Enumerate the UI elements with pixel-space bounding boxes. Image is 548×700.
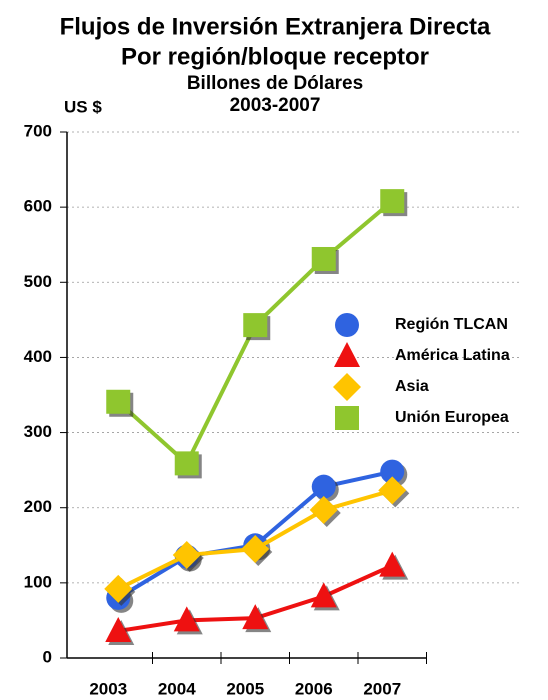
data-point (104, 574, 133, 603)
legend-label: Región TLCAN (395, 316, 508, 333)
data-point (379, 551, 406, 577)
legend-label: Unión Europea (395, 409, 509, 426)
data-point (380, 459, 405, 484)
x-tick-label: 2003 (89, 679, 127, 698)
data-point (174, 451, 199, 476)
data-point (311, 474, 336, 499)
y-tick-label: 200 (24, 497, 52, 516)
data-point (241, 535, 270, 564)
y-tick-label: 700 (24, 121, 52, 140)
data-point (243, 313, 268, 338)
legend-label: Asia (395, 378, 429, 395)
legend-marker (333, 373, 361, 401)
unit-note: Billones de Dólares (187, 73, 363, 94)
y-axis-label: US $ (64, 97, 102, 116)
y-tick-label: 500 (24, 272, 52, 291)
x-tick-label: 2007 (363, 679, 401, 698)
data-point (310, 582, 337, 608)
data-point (106, 389, 131, 414)
chart-subtitle: Por región/bloque receptor (121, 43, 429, 70)
data-point (242, 604, 269, 630)
legend-label: América Latina (395, 347, 510, 364)
y-tick-label: 0 (43, 647, 52, 666)
chart-title: Flujos de Inversión Extranjera Directa (60, 13, 491, 40)
x-tick-label: 2004 (158, 679, 196, 698)
data-point (105, 616, 132, 642)
y-tick-label: 400 (24, 347, 52, 366)
data-point (172, 541, 201, 570)
legend-marker (335, 406, 359, 430)
data-point (309, 495, 338, 524)
data-point (380, 189, 405, 214)
legend-marker (334, 342, 360, 367)
x-tick-label: 2006 (295, 679, 333, 698)
x-tick-label: 2005 (226, 679, 264, 698)
legend-marker (335, 313, 359, 337)
period: 2003-2007 (230, 95, 321, 116)
y-tick-label: 600 (24, 197, 52, 216)
y-tick-label: 100 (24, 572, 52, 591)
data-point (378, 476, 407, 505)
data-point (311, 246, 336, 271)
data-point (173, 606, 200, 632)
y-tick-label: 300 (24, 422, 52, 441)
